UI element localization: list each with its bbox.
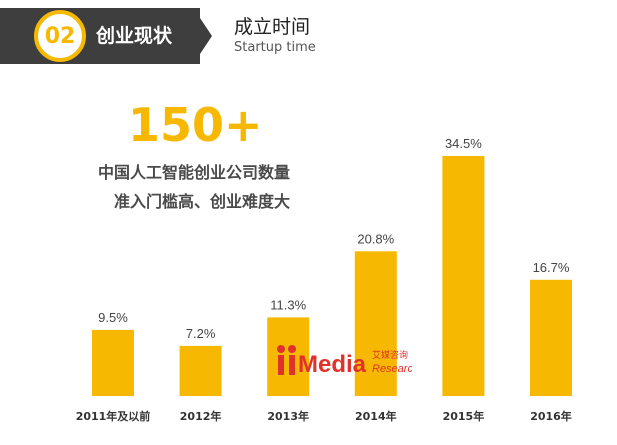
category-label-2: 2013年 (267, 409, 309, 423)
chart-title-cn: 成立时间 (234, 16, 311, 38)
header-arrow (200, 18, 212, 54)
annotation-line-1: 中国人工智能创业公司数量 (98, 163, 291, 182)
imedia-watermark: Media 艾媒咨询 Research (277, 345, 412, 378)
bar-2 (267, 317, 310, 396)
chart-title-en: Startup time (234, 40, 316, 55)
value-label-3: 20.8% (357, 231, 394, 246)
bar-0 (92, 329, 134, 396)
category-label-0: 2011年及以前 (76, 409, 151, 423)
section-number-badge: 02 (34, 10, 86, 62)
bar-1 (179, 345, 222, 396)
category-label-1: 2012年 (180, 409, 222, 423)
section-header: 02 创业现状 (0, 8, 218, 64)
value-label-0: 9.5% (98, 310, 128, 325)
category-label-5: 2016年 (530, 409, 572, 423)
category-label-3: 2014年 (355, 409, 397, 423)
watermark-cn: 艾媒咨询 (372, 349, 408, 361)
imedia-logo-icon (277, 345, 296, 375)
category-label-4: 2015年 (443, 409, 485, 423)
startup-count: 150+ (128, 98, 263, 152)
value-label-2: 11.3% (270, 297, 306, 312)
value-label-4: 34.5% (445, 136, 482, 151)
section-title: 创业现状 (96, 25, 173, 47)
bar-3 (354, 251, 397, 396)
watermark-en: Research (372, 363, 412, 375)
header-dark-band (0, 8, 200, 64)
value-label-1: 7.2% (186, 326, 216, 341)
annotation-line-2: 准入门槛高、创业难度大 (114, 192, 291, 211)
bar-4 (442, 156, 485, 396)
watermark-brand: Media (298, 351, 367, 378)
value-label-5: 16.7% (533, 260, 570, 275)
bar-5 (530, 279, 572, 396)
